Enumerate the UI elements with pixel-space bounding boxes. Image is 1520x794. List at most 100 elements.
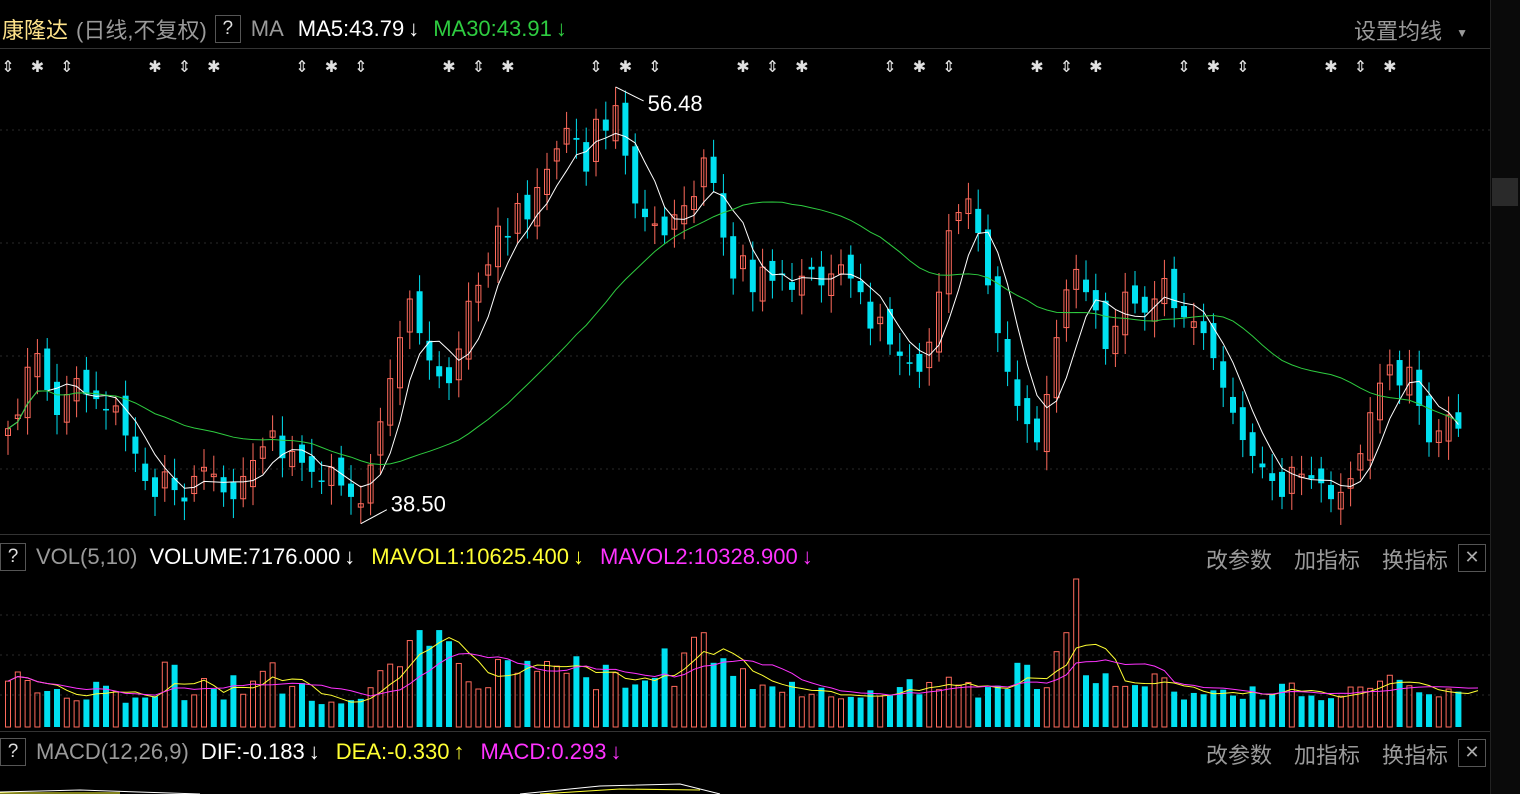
candle-up: [495, 225, 501, 268]
close-icon[interactable]: ✕: [1458, 544, 1486, 572]
candle-down: [152, 477, 158, 497]
event-marker-icon: ⇕: [354, 59, 367, 76]
volume-bar-up: [259, 670, 266, 728]
candle-up: [455, 348, 462, 381]
candle-down: [808, 266, 815, 270]
volume-bar-up: [455, 662, 462, 728]
volume-bar-up: [1445, 688, 1452, 728]
volume-bar-up: [328, 701, 335, 728]
volume-bar-up: [1367, 687, 1374, 728]
price-chart[interactable]: ⇕ ✱ ⇕ ✱ ⇕ ✱ ⇕ ✱ ⇕ ✱ ⇕ ✱ ⇕ ✱ ⇕ ✱ ⇕ ✱ ⇕ ✱ ⇕ ✱ ⇕ ✱ ⇕ ✱ ⇕ ✱ ⇕ ✱ 56.48 38.50: [0, 50, 1490, 534]
volume-bar-up: [593, 689, 599, 728]
scrollbar-thumb[interactable]: [1492, 178, 1518, 206]
change-params-button[interactable]: 改参数: [1205, 548, 1272, 573]
help-button[interactable]: ?: [214, 15, 241, 43]
volume-bar-up: [877, 695, 884, 728]
volume-bar-down: [1239, 698, 1246, 727]
volume-bar-down: [44, 690, 51, 727]
event-marker-icon: ⇕: [1354, 59, 1367, 76]
candle-down: [1034, 418, 1040, 443]
volume-bar-down: [1455, 691, 1462, 727]
volume-bar-down: [1210, 690, 1217, 727]
help-button[interactable]: ?: [0, 738, 26, 766]
macd-value: MACD:0.293: [480, 739, 607, 764]
add-indicator-button[interactable]: 加指标: [1293, 548, 1360, 573]
candle-down: [318, 480, 325, 482]
event-marker-icon: ⇕: [883, 59, 896, 76]
arrow-down-icon: ↓: [801, 544, 813, 569]
help-button[interactable]: ?: [0, 543, 26, 571]
volume-bar-down: [1034, 689, 1040, 727]
volume-bar-up: [14, 671, 21, 728]
volume-bar-down: [769, 686, 776, 727]
volume-bar-up: [544, 661, 550, 728]
candle-down: [299, 444, 305, 463]
volume-bar-up: [24, 680, 31, 728]
change-params-button[interactable]: 改参数: [1205, 743, 1272, 768]
volume-bar-up: [406, 640, 413, 728]
candle-down: [632, 146, 639, 204]
event-marker-icon: ✱: [31, 59, 44, 76]
candle-up: [1190, 321, 1197, 328]
candle-down: [1279, 471, 1285, 497]
vol-title[interactable]: VOL(5,10): [36, 544, 138, 569]
volume-bar-up: [838, 698, 844, 728]
candle-down: [906, 362, 913, 364]
volume-chart[interactable]: [0, 575, 1490, 730]
macd-title[interactable]: MACD(12,26,9): [36, 739, 189, 764]
candle-down: [1171, 268, 1178, 309]
volume-bar-down: [789, 681, 795, 727]
candle-up: [397, 337, 403, 389]
ma30-line: [7, 201, 1459, 466]
candle-down: [896, 351, 903, 356]
volume-bar-up: [1063, 632, 1070, 728]
switch-indicator-button[interactable]: 换指标: [1381, 548, 1448, 573]
volume-bar-up: [553, 665, 560, 728]
volume-bar-down: [602, 664, 609, 727]
volume-bar-down: [426, 645, 433, 727]
event-marker-icon: ⇕: [1, 59, 14, 76]
candle-down: [661, 216, 668, 236]
volume-bar-up: [289, 685, 296, 728]
volume-bar-up: [1347, 686, 1354, 728]
volume-bar-up: [112, 691, 119, 728]
indicator-name[interactable]: MA: [250, 16, 284, 41]
macd-chart[interactable]: [0, 772, 1490, 794]
candle-down: [1083, 279, 1089, 293]
add-indicator-button[interactable]: 加指标: [1293, 743, 1360, 768]
volume-bar-down: [1249, 686, 1256, 727]
volume-bar-down: [1230, 695, 1236, 727]
candle-up: [1435, 430, 1442, 443]
candle-down: [1181, 306, 1187, 318]
switch-indicator-button[interactable]: 换指标: [1381, 743, 1448, 768]
candle-down: [1318, 468, 1325, 484]
mavol1-value: MAVOL1:10625.400: [371, 544, 570, 569]
candle-up: [485, 264, 492, 276]
event-marker-icon: ⇕: [648, 59, 661, 76]
volume-bar-down: [1092, 683, 1099, 727]
volume-bar-down: [887, 695, 893, 727]
candle-up: [34, 353, 41, 378]
candle-down: [54, 381, 60, 416]
candle-up: [651, 223, 658, 226]
candle-down: [1141, 296, 1148, 313]
divider: [0, 534, 1490, 535]
close-icon[interactable]: ✕: [1458, 739, 1486, 767]
candle-down: [524, 194, 531, 220]
candle-down: [279, 435, 286, 459]
volume-bar-down: [524, 660, 531, 727]
mavol2-value: MAVOL2:10328.900: [600, 544, 798, 569]
candle-up: [563, 127, 570, 145]
candle-up: [112, 405, 119, 413]
settings-ma-button[interactable]: 设置均线 ▼: [1354, 14, 1468, 46]
adjust-mode[interactable]: (日线,不复权): [76, 18, 207, 43]
scrollbar-track[interactable]: [1490, 0, 1520, 794]
volume-bar-down: [299, 683, 305, 727]
volume-bar-down: [142, 697, 149, 727]
volume-bar-down: [818, 687, 825, 727]
candle-up: [534, 187, 541, 227]
volume-bar-down: [357, 698, 364, 727]
candle-up: [955, 212, 962, 222]
macd-dea-line: [0, 788, 701, 794]
vol-toolbar: 改参数 加指标 换指标: [1206, 543, 1448, 575]
